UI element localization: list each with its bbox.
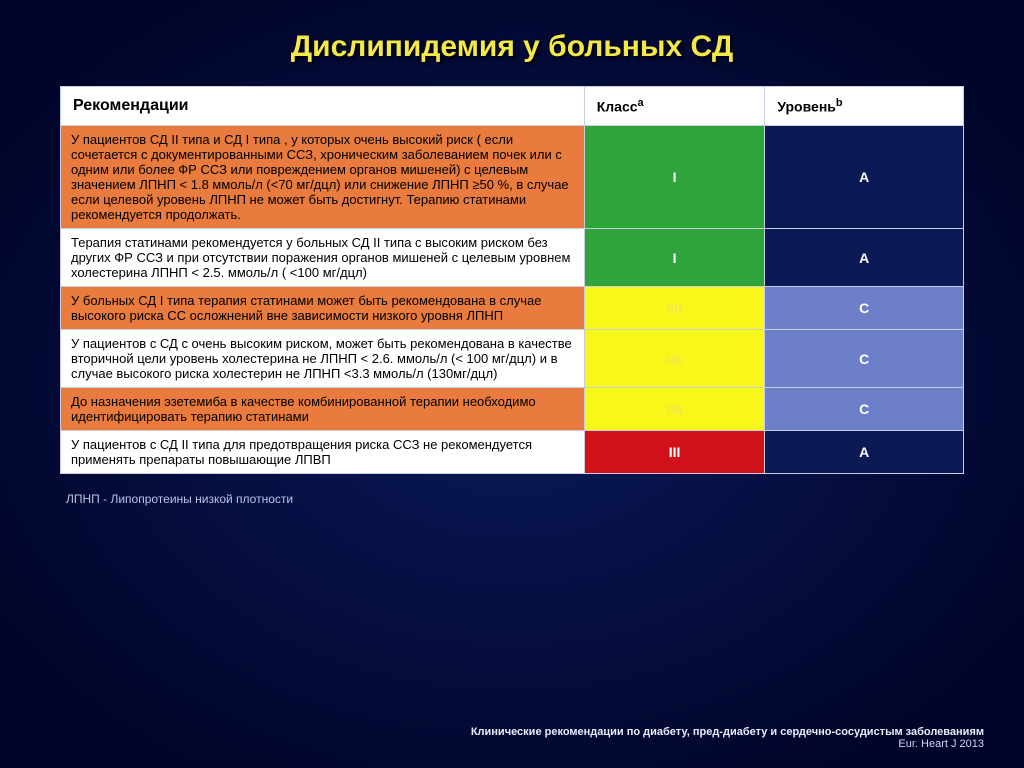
level-cell: A xyxy=(765,431,964,474)
class-cell: III xyxy=(584,431,765,474)
recommendation-cell: У пациентов с СД II типа для предотвраще… xyxy=(61,431,585,474)
level-cell: C xyxy=(765,330,964,388)
recommendations-table: Рекомендации Классa Уровеньb У пациентов… xyxy=(60,86,964,474)
level-cell: C xyxy=(765,287,964,330)
header-class: Классa xyxy=(584,87,765,126)
table-row: У пациентов с СД II типа для предотвраще… xyxy=(61,431,964,474)
recommendation-cell: Терапия статинами рекомендуется у больны… xyxy=(61,229,585,287)
recommendation-cell: У пациентов с СД с очень высоким риском,… xyxy=(61,330,585,388)
class-cell: I xyxy=(584,126,765,229)
class-cell: IIb xyxy=(584,287,765,330)
recommendation-cell: У пациентов СД II типа и СД I типа , у к… xyxy=(61,126,585,229)
table-row: У больных СД I типа терапия статинами мо… xyxy=(61,287,964,330)
table-row: Терапия статинами рекомендуется у больны… xyxy=(61,229,964,287)
level-cell: A xyxy=(765,126,964,229)
level-cell: C xyxy=(765,388,964,431)
header-level: Уровеньb xyxy=(765,87,964,126)
citation: Клинические рекомендации по диабету, пре… xyxy=(464,726,984,750)
table-row: У пациентов с СД с очень высоким риском,… xyxy=(61,330,964,388)
table-row: У пациентов СД II типа и СД I типа , у к… xyxy=(61,126,964,229)
footnote: ЛПНП - Липопротеины низкой плотности xyxy=(60,492,964,506)
class-cell: IIb xyxy=(584,330,765,388)
class-cell: I xyxy=(584,229,765,287)
recommendation-cell: У больных СД I типа терапия статинами мо… xyxy=(61,287,585,330)
class-cell: IIa xyxy=(584,388,765,431)
slide-title: Дислипидемия у больных СД xyxy=(60,30,964,64)
header-recommendations: Рекомендации xyxy=(61,87,585,126)
level-cell: A xyxy=(765,229,964,287)
table-row: До назначения эзетемиба в качестве комби… xyxy=(61,388,964,431)
recommendation-cell: До назначения эзетемиба в качестве комби… xyxy=(61,388,585,431)
